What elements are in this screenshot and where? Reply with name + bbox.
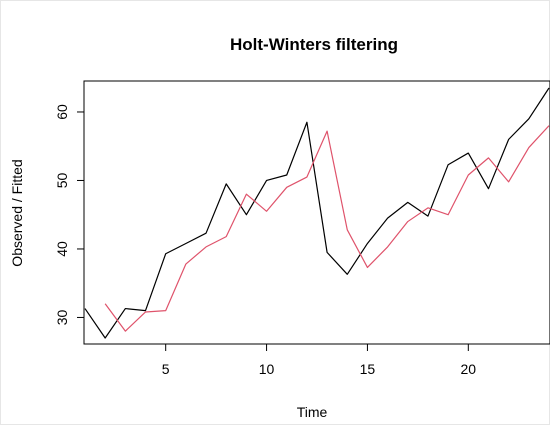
x-tick-label: 10 <box>259 361 275 377</box>
series-group <box>84 87 550 339</box>
y-axis-label: Observed / Fitted <box>9 159 25 266</box>
x-axis-label: Time <box>297 404 328 420</box>
x-tick-label: 15 <box>360 361 376 377</box>
fitted-series-line <box>104 125 550 332</box>
y-tick-label: 60 <box>54 104 70 120</box>
chart-title: Holt-Winters filtering <box>230 35 398 54</box>
y-tick-label: 30 <box>54 309 70 325</box>
observed-series-line <box>84 87 550 339</box>
x-axis: 5 10 15 20 <box>162 343 477 377</box>
y-tick-label: 50 <box>54 172 70 188</box>
plot-box <box>83 80 550 345</box>
x-tick-label: 20 <box>461 361 477 377</box>
y-tick-label: 40 <box>54 241 70 257</box>
x-tick-label: 5 <box>162 361 170 377</box>
y-axis: 30 40 50 60 <box>54 104 85 325</box>
